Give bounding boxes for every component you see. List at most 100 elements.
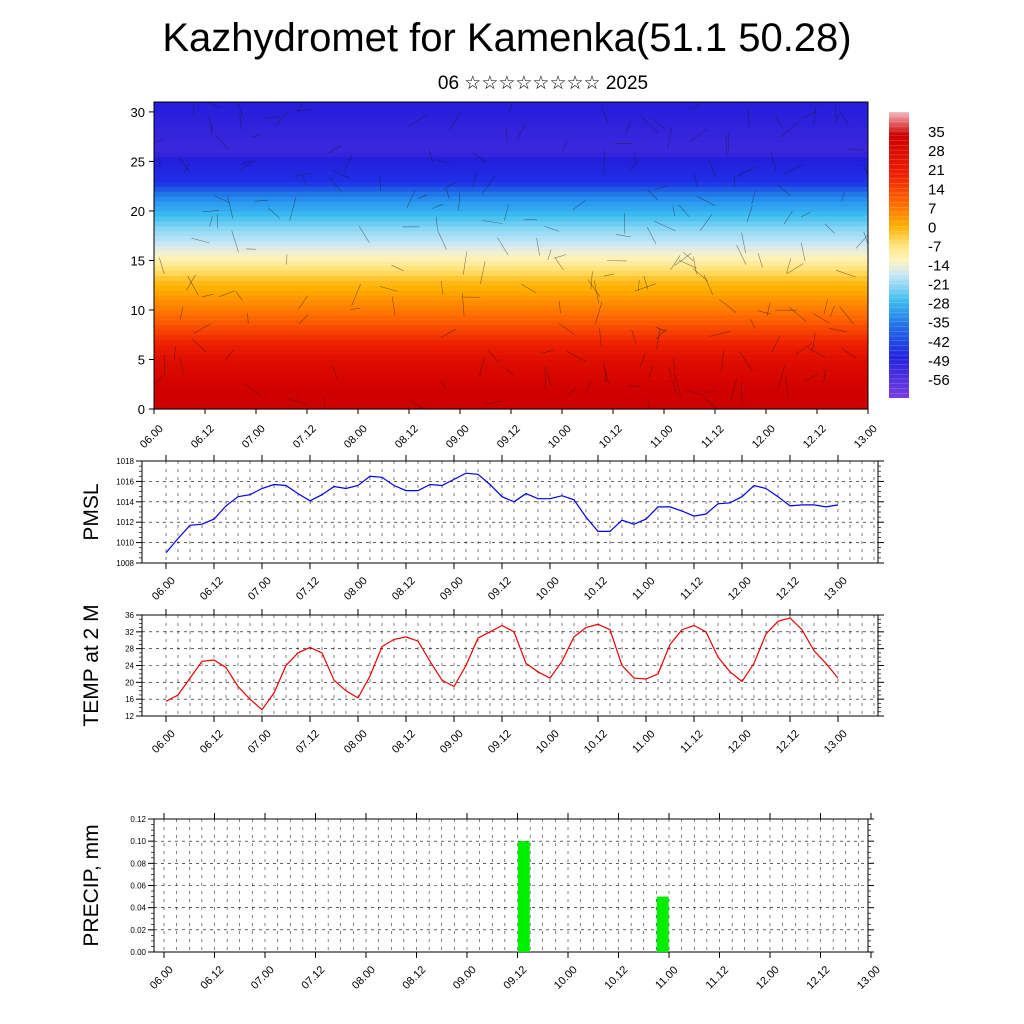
wind-streamline (603, 363, 610, 386)
colorbar-label: -14 (928, 258, 950, 275)
wind-streamline (770, 151, 777, 171)
temperature-band (154, 280, 868, 286)
temperature-band (154, 369, 868, 375)
wind-streamline (235, 291, 243, 301)
y-tick-label: 0.04 (130, 904, 146, 913)
wind-streamline (481, 175, 496, 194)
x-tick-label: 09.00 (438, 728, 466, 756)
wind-streamline (193, 101, 195, 116)
temperature-band (154, 102, 868, 108)
wind-streamline (409, 113, 429, 127)
precip-bar (517, 841, 530, 952)
temperature-band (154, 176, 868, 182)
wind-streamline (289, 197, 297, 221)
wind-streamline (247, 313, 249, 324)
wind-streamline (813, 105, 817, 125)
wind-streamline (678, 259, 697, 269)
wind-streamline (479, 357, 485, 377)
wind-streamline (193, 323, 211, 334)
x-tick-label: 11.00 (630, 728, 657, 755)
x-tick-label: 09.00 (451, 964, 479, 992)
wind-streamline (689, 101, 704, 111)
pmsl-series-line (165, 472, 839, 554)
wind-streamline (267, 207, 280, 219)
y-tick-label: 16 (125, 695, 134, 704)
x-tick-label: 11.12 (678, 728, 705, 755)
x-tick-label: 09.00 (444, 423, 472, 451)
temperature-band (154, 309, 868, 316)
y-tick-label: 1018 (116, 457, 134, 466)
wind-streamline (448, 110, 462, 131)
wind-streamline (379, 286, 399, 292)
wind-streamline (240, 161, 254, 165)
y-axis-label: PRECIP, mm (80, 824, 103, 946)
temperature-band (154, 121, 868, 128)
x-tick-label: 09.00 (438, 575, 466, 603)
wind-streamline (440, 280, 444, 295)
wind-streamline (643, 276, 649, 290)
y-tick-label: 1016 (116, 477, 134, 486)
temperature-band (154, 181, 868, 187)
temperature-band (154, 146, 868, 153)
temperature-band (154, 324, 868, 331)
wind-streamline (653, 220, 676, 232)
wind-streamline (771, 335, 781, 352)
temperature-band (154, 394, 868, 400)
wind-streamline (201, 293, 214, 298)
wind-streamline (554, 257, 564, 271)
wind-streamline (802, 111, 817, 120)
x-tick-label: 13.00 (822, 728, 850, 756)
temperature-band (154, 354, 868, 361)
wind-streamline (639, 353, 646, 368)
temperature-band (154, 374, 868, 380)
temperature-band (154, 245, 868, 252)
wind-streamline (647, 399, 651, 410)
y-tick-label: 15 (131, 253, 145, 268)
wind-streamline (805, 373, 819, 382)
wind-streamline (521, 283, 537, 294)
wind-streamline (807, 347, 826, 358)
wind-streamline (795, 342, 812, 355)
colorbar-label: 21 (928, 162, 945, 179)
wind-streamline (239, 160, 257, 171)
temperature-band (154, 379, 868, 385)
wind-streamline (823, 368, 826, 383)
wind-streamline (751, 190, 756, 205)
wind-streamline (215, 135, 229, 150)
wind-streamline (800, 242, 806, 262)
panel-frame (153, 818, 869, 953)
temperature-band (154, 131, 868, 138)
temperature-band (154, 171, 868, 177)
wind-streamline (777, 184, 791, 196)
wind-streamline (668, 365, 672, 378)
wind-streamline (487, 349, 500, 364)
wind-streamline (634, 283, 656, 292)
wind-streamline (628, 385, 641, 387)
wind-streamline (275, 111, 289, 127)
y-tick-label: 1010 (116, 539, 134, 548)
x-tick-label: 07.12 (294, 728, 322, 756)
y-tick-label: 1014 (116, 498, 134, 507)
wind-streamline (673, 357, 675, 372)
temperature-band (154, 196, 868, 202)
wind-streamline (462, 293, 465, 317)
colorbar-label: 35 (928, 124, 945, 141)
wind-streamline (239, 112, 242, 130)
wind-streamline (704, 391, 718, 393)
wind-streamline (497, 237, 509, 256)
temperature-band (154, 384, 868, 390)
wind-streamline (783, 210, 793, 225)
wind-streamline (191, 337, 207, 353)
x-tick-label: 07.00 (246, 575, 274, 603)
x-tick-label: 08.00 (342, 575, 370, 603)
wind-streamline (231, 230, 239, 253)
x-tick-label: 10.00 (534, 728, 562, 756)
wind-streamline (863, 231, 869, 245)
temperature-band (154, 349, 868, 356)
x-tick-label: 12.00 (726, 728, 754, 756)
wind-streamline (625, 121, 631, 134)
y-tick-label: 0.12 (130, 815, 146, 824)
x-tick-label: 10.00 (534, 575, 562, 603)
wind-streamline (462, 251, 468, 275)
wind-streamline (812, 332, 816, 350)
